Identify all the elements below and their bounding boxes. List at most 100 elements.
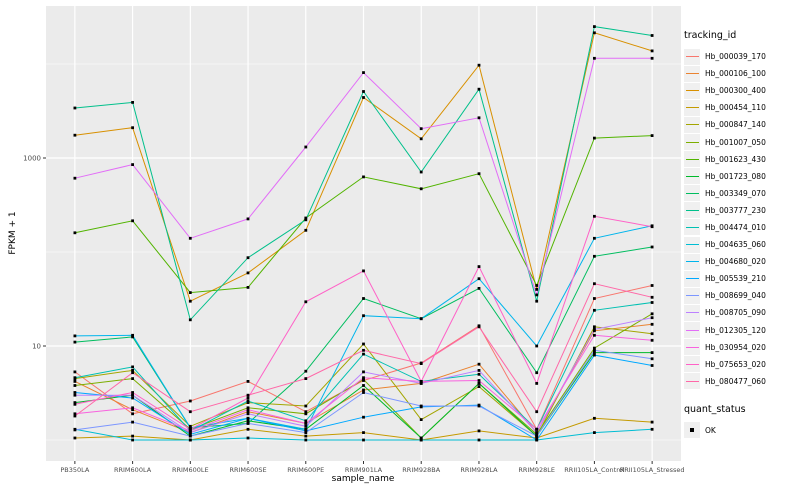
data-point xyxy=(304,431,308,434)
data-point xyxy=(650,351,654,354)
data-point xyxy=(650,56,654,60)
legend-key xyxy=(684,168,700,185)
data-point xyxy=(535,436,539,440)
data-point xyxy=(477,325,481,329)
data-point xyxy=(650,316,654,320)
data-point xyxy=(419,438,423,442)
data-point xyxy=(593,431,596,434)
data-point xyxy=(419,127,423,131)
legend-key xyxy=(684,82,700,99)
data-point xyxy=(477,382,481,385)
data-point xyxy=(131,393,134,397)
legend-item: Hb_004635_060 xyxy=(684,236,798,253)
legend-key xyxy=(684,202,700,219)
legend-swatch-line xyxy=(685,158,699,160)
data-point xyxy=(246,410,250,414)
data-point xyxy=(131,101,134,104)
data-point xyxy=(246,217,250,221)
legend-swatch-line xyxy=(685,124,699,126)
data-point xyxy=(246,412,250,416)
data-point xyxy=(362,388,365,392)
data-point xyxy=(650,134,654,137)
legend-key xyxy=(684,339,700,356)
legend-key xyxy=(684,356,700,373)
data-point xyxy=(73,380,77,383)
data-point xyxy=(593,348,596,352)
legend-swatch-line xyxy=(685,90,699,92)
data-point xyxy=(304,228,308,232)
data-point xyxy=(362,431,365,434)
data-point xyxy=(188,431,192,434)
legend-key xyxy=(684,151,700,168)
data-point xyxy=(73,402,77,406)
data-point xyxy=(304,438,308,442)
data-point xyxy=(477,404,481,408)
legend-key xyxy=(684,65,700,82)
legend-item: Hb_005539_210 xyxy=(684,270,798,287)
data-point xyxy=(362,438,365,442)
data-point xyxy=(593,416,596,420)
data-point xyxy=(477,265,481,268)
data-point xyxy=(650,295,654,299)
legend-label: Hb_005539_210 xyxy=(705,274,766,284)
legend-item: Hb_000454_110 xyxy=(684,99,798,116)
data-point xyxy=(650,427,654,431)
data-point xyxy=(131,126,134,130)
data-point xyxy=(650,225,654,229)
legend-key xyxy=(684,253,700,270)
legend-key xyxy=(684,322,700,339)
legend-key xyxy=(684,116,700,133)
data-point xyxy=(188,426,192,430)
data-point xyxy=(246,419,250,423)
data-point xyxy=(419,380,423,383)
legend-label: Hb_004680_020 xyxy=(705,257,766,267)
data-point xyxy=(362,378,365,381)
data-point xyxy=(535,293,539,297)
data-point xyxy=(362,348,365,352)
legend-label: Hb_000454_110 xyxy=(705,103,766,113)
data-point xyxy=(131,365,134,369)
data-point xyxy=(131,408,134,412)
data-point xyxy=(73,414,77,418)
data-point xyxy=(246,396,250,400)
quant-status-entries: OK xyxy=(684,422,798,439)
legend-item: Hb_000039_170 xyxy=(684,48,798,65)
data-point xyxy=(304,434,308,438)
data-point xyxy=(304,419,308,423)
data-point xyxy=(650,338,654,342)
legend-key xyxy=(684,270,700,287)
data-point xyxy=(477,429,481,433)
data-point xyxy=(246,427,250,431)
data-point xyxy=(304,429,308,433)
data-point xyxy=(246,286,250,289)
legend-label: Hb_000039_170 xyxy=(705,52,766,62)
legend-label: Hb_012305_120 xyxy=(705,325,766,335)
legend-label: Hb_000847_140 xyxy=(705,120,766,130)
legend-key xyxy=(684,185,700,202)
legend-title-tracking-id: tracking_id xyxy=(684,30,737,41)
data-point xyxy=(73,376,77,380)
data-point xyxy=(419,137,423,141)
data-point xyxy=(188,399,192,403)
data-point xyxy=(188,434,192,438)
data-point xyxy=(246,380,250,383)
data-point xyxy=(650,312,654,316)
legend-swatch-line xyxy=(685,56,699,58)
data-point xyxy=(593,351,596,354)
legend-key xyxy=(684,287,700,304)
y-axis-title: FPKM + 1 xyxy=(8,211,18,255)
legend-swatch-line xyxy=(685,363,699,365)
legend-swatch-line xyxy=(685,175,699,177)
legend-item: Hb_030954_020 xyxy=(684,339,798,356)
legend-label: Hb_075653_020 xyxy=(705,359,766,369)
data-point xyxy=(477,362,481,366)
data-point xyxy=(131,396,134,400)
data-point xyxy=(188,318,192,322)
data-point xyxy=(650,301,654,304)
data-point xyxy=(362,391,365,394)
data-point xyxy=(419,418,423,421)
data-point xyxy=(650,364,654,367)
legend-label: Hb_008705_090 xyxy=(705,308,766,318)
data-point xyxy=(73,401,77,404)
legend-item: Hb_004680_020 xyxy=(684,253,798,270)
